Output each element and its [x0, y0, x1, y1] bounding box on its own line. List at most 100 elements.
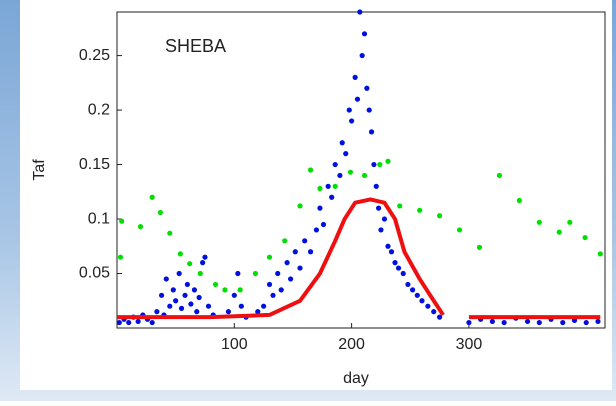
data-point [119, 218, 125, 224]
data-point [583, 319, 589, 326]
data-point [361, 172, 368, 179]
data-point [278, 287, 284, 293]
data-point [375, 205, 382, 211]
data-point [388, 249, 395, 255]
data-point [346, 107, 352, 113]
data-point [313, 227, 320, 233]
data-point [288, 276, 294, 282]
data-point [238, 303, 244, 309]
annotation: SHEBA [165, 36, 226, 56]
data-point [436, 213, 443, 219]
x-tick-label: 300 [456, 336, 483, 353]
y-axis-label: Taf [31, 159, 48, 181]
data-point [266, 254, 273, 260]
x-tick-label: 100 [221, 336, 248, 353]
data-point [202, 254, 208, 260]
data-point [191, 287, 198, 293]
data-point [178, 305, 185, 311]
data-point [177, 251, 183, 257]
data-point [188, 301, 194, 307]
data-point [317, 185, 323, 192]
data-point [252, 270, 259, 277]
data-point [325, 183, 331, 189]
data-point [436, 314, 443, 320]
data-point [167, 230, 173, 236]
y-tick-label: 0.15 [79, 156, 110, 173]
data-point [317, 205, 323, 211]
data-point [489, 318, 495, 325]
data-point [222, 287, 228, 293]
data-point [397, 203, 403, 209]
y-tick-label: 0.2 [88, 101, 110, 118]
data-point [595, 318, 601, 325]
data-point [582, 234, 588, 241]
data-point [117, 254, 124, 260]
data-point [237, 287, 243, 293]
data-point [378, 227, 384, 233]
data-point [337, 172, 343, 179]
data-point [187, 261, 193, 267]
data-point [381, 216, 388, 222]
x-tick-label: 200 [338, 336, 365, 353]
data-point [170, 287, 176, 293]
data-point [405, 281, 411, 288]
data-point [556, 229, 562, 235]
data-point [212, 281, 219, 288]
data-point [149, 194, 155, 200]
data-point [368, 129, 375, 135]
data-point [339, 140, 345, 146]
data-point [536, 319, 542, 326]
data-point [255, 309, 261, 315]
data-point [524, 318, 531, 325]
data-point [320, 221, 327, 228]
data-point [167, 303, 173, 309]
data-point [516, 197, 522, 204]
data-point [182, 292, 188, 298]
data-point [371, 161, 377, 168]
data-point [419, 298, 425, 304]
data-point [456, 227, 463, 233]
data-point [410, 287, 416, 293]
data-point [354, 96, 361, 102]
data-point [560, 319, 566, 326]
data-point [196, 294, 202, 301]
data-point [347, 169, 354, 175]
y-tick-label: 0.25 [79, 47, 110, 64]
data-point [307, 167, 314, 173]
data-point [359, 52, 365, 59]
data-point [536, 219, 542, 225]
data-point [163, 276, 169, 282]
data-point [149, 319, 155, 326]
data-point [116, 319, 122, 326]
data-point [126, 319, 132, 326]
data-point [200, 260, 206, 266]
data-point [284, 260, 290, 266]
data-point [275, 270, 281, 277]
data-point [385, 158, 391, 164]
data-point [352, 74, 358, 80]
data-point [154, 309, 160, 315]
y-tick-label: 0.05 [79, 265, 110, 282]
data-line [117, 197, 601, 320]
data-point [302, 238, 308, 244]
data-point [417, 207, 423, 213]
data-point [357, 9, 363, 15]
data-point [567, 219, 573, 225]
data-point [205, 303, 212, 309]
data-point [235, 270, 241, 277]
data-point [292, 249, 298, 255]
data-point [366, 107, 372, 113]
data-point [158, 292, 165, 298]
data-point [431, 309, 437, 315]
data-point [332, 161, 338, 168]
data-point [343, 151, 349, 157]
data-point [373, 183, 379, 189]
data-point [194, 309, 200, 315]
data-point [261, 303, 267, 309]
data-point [225, 309, 232, 315]
data-point [377, 161, 383, 168]
data-point [466, 319, 472, 326]
data-point [597, 251, 603, 257]
